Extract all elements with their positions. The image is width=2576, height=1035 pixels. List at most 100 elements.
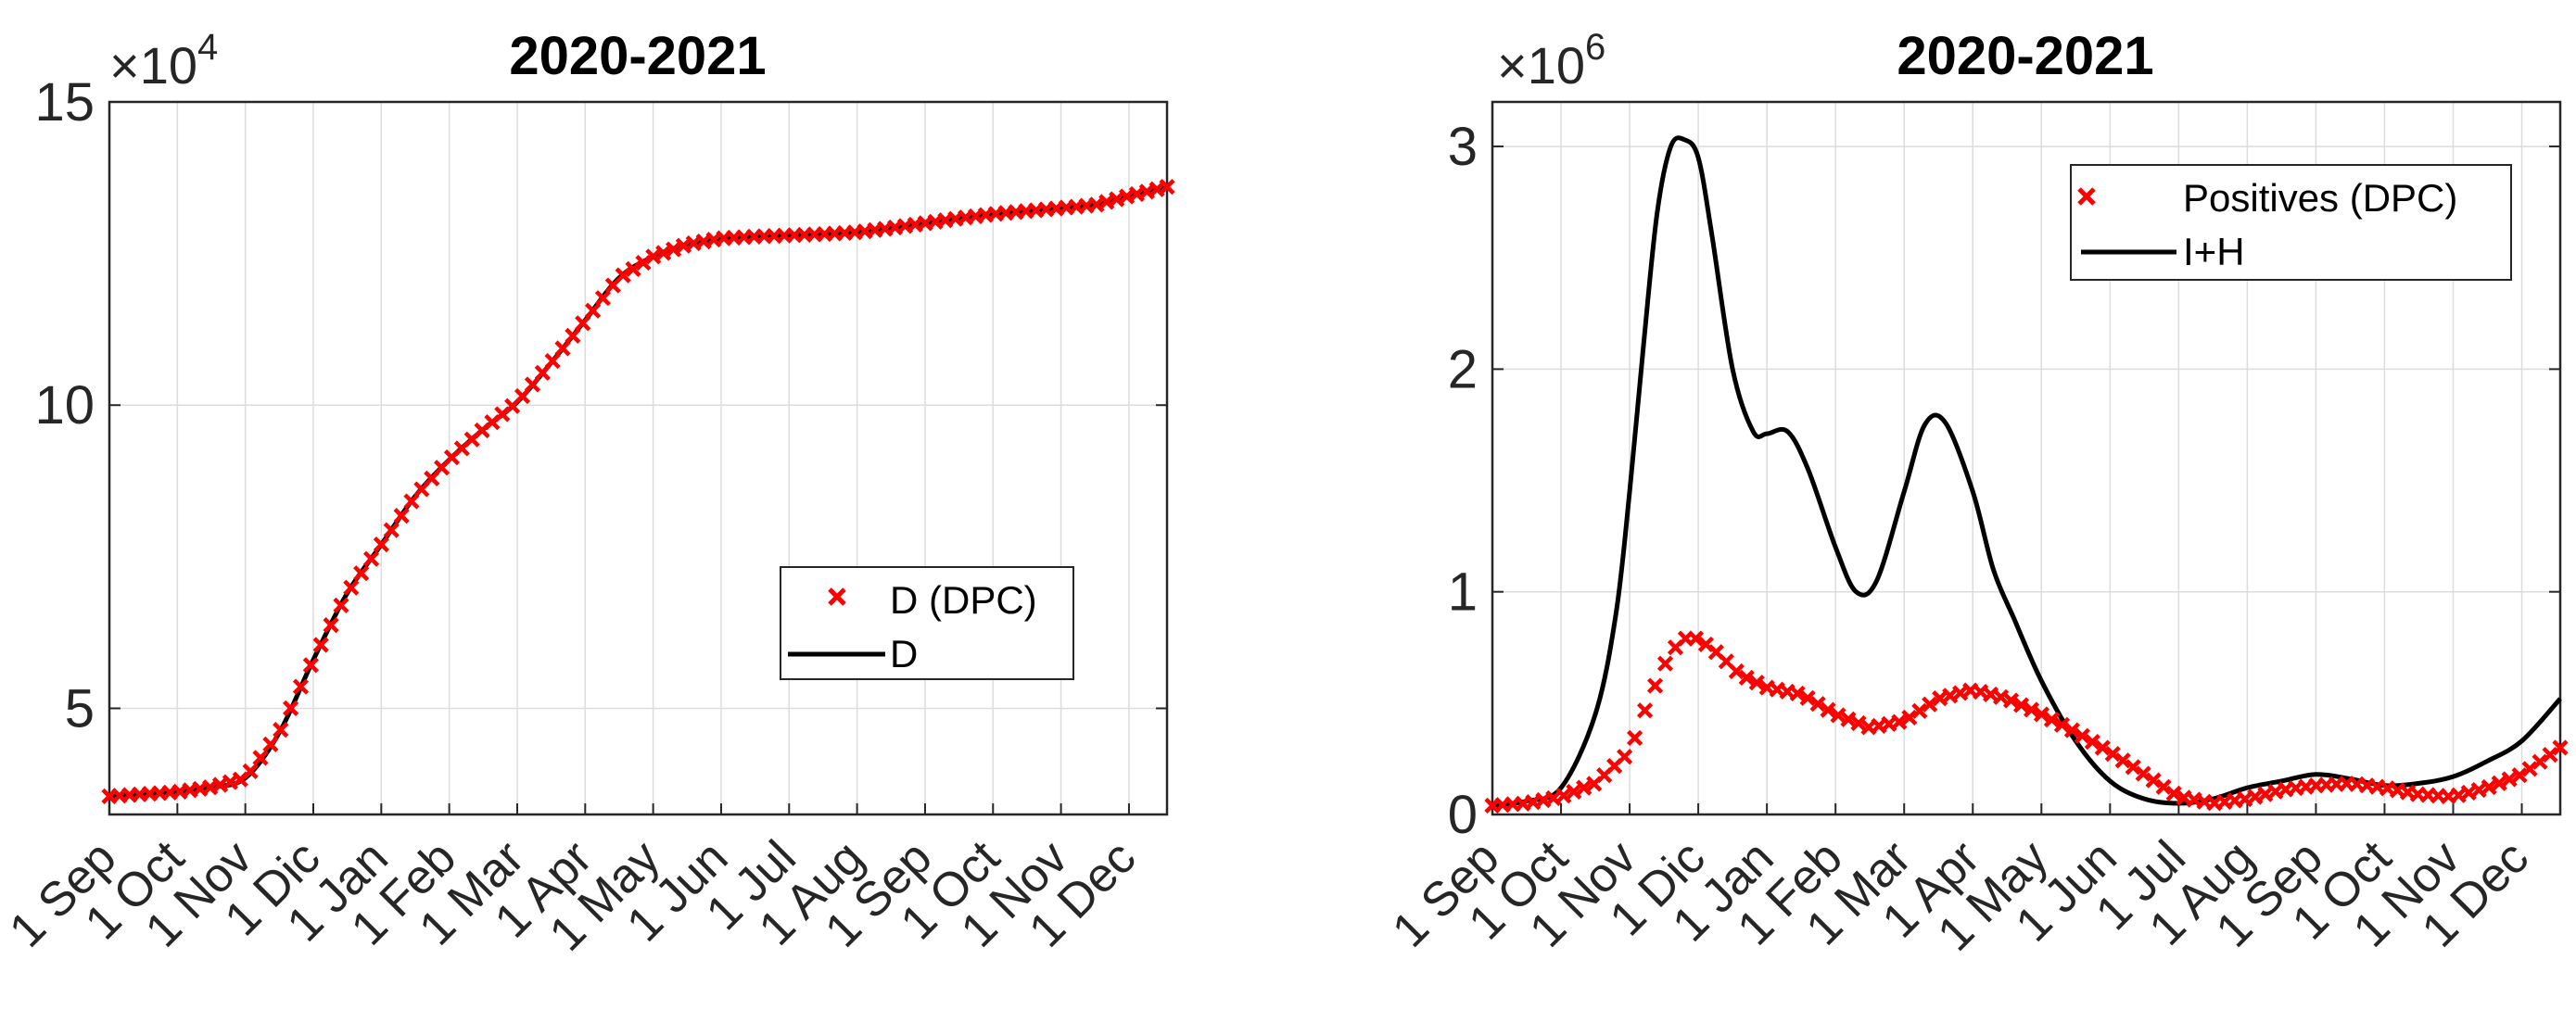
left-data-marker [242, 763, 259, 779]
right-data-marker [1830, 707, 1846, 724]
right-legend-label-0: Positives (DPC) [2183, 176, 2457, 220]
right-data-marker [1820, 701, 1836, 718]
left-axes-box [108, 100, 1169, 816]
right-data-marker [2084, 734, 2100, 751]
left-data-marker [575, 315, 591, 332]
right-data-marker [1646, 677, 1664, 694]
left-data-marker [393, 508, 410, 524]
left-data-marker [665, 241, 682, 258]
right-data-marker [2023, 701, 2040, 718]
right-data-marker [2033, 706, 2050, 723]
right-legend: Positives (DPC) I+H [2070, 164, 2512, 281]
left-data-marker [333, 597, 349, 613]
right-series-line-group [1491, 135, 2562, 808]
right-data-marker [2501, 771, 2518, 788]
right-data-marker [2135, 765, 2151, 782]
left-legend-line-entry: D [788, 632, 918, 675]
right-y-tick-labels: 0 1 2 3 [1448, 117, 1478, 845]
right-series-markers-group [1484, 630, 2569, 814]
left-grid [109, 102, 1167, 814]
left-data-marker [544, 352, 561, 370]
left-data-marker [353, 565, 370, 582]
right-data-marker [1555, 788, 1572, 804]
left-series-markers-group [101, 179, 1175, 804]
right-data-marker [1728, 663, 1745, 680]
right-data-marker [2165, 785, 2182, 801]
left-data-marker [635, 254, 652, 271]
left-legend: D (DPC) D [780, 566, 1074, 680]
left-data-marker [585, 302, 602, 319]
right-data-marker [2521, 761, 2538, 777]
right-legend-marker-entry: Positives (DPC) [2077, 176, 2457, 220]
right-y-tick-label: 1 [1448, 562, 1478, 623]
right-data-marker [1738, 669, 1755, 686]
left-data-marker [615, 267, 631, 284]
left-y-tick-label: 5 [65, 678, 95, 738]
right-data-marker [1617, 749, 1633, 765]
right-data-marker [2470, 781, 2487, 799]
left-data-marker [594, 290, 612, 307]
right-legend-box [2070, 164, 2512, 281]
right-data-marker [1840, 711, 1857, 727]
right-data-marker [1627, 729, 1643, 747]
right-data-marker [2145, 772, 2162, 789]
left-data-marker [1159, 179, 1175, 196]
right-data-marker [2094, 739, 2111, 756]
right-data-marker [1850, 714, 1867, 732]
left-data-marker [292, 678, 310, 695]
right-data-marker [2481, 778, 2497, 796]
left-legend-label-0: D (DPC) [890, 578, 1037, 622]
left-legend-cross-icon [828, 587, 846, 606]
left-data-marker [554, 340, 571, 357]
right-data-marker [2155, 778, 2172, 795]
left-data-marker [655, 245, 672, 261]
left-data-marker [302, 657, 319, 674]
right-axes-box [1491, 100, 2562, 816]
right-y-tick-label: 3 [1448, 117, 1478, 177]
left-data-marker [373, 536, 389, 553]
right-data-marker [2043, 712, 2061, 728]
right-data-marker [1748, 675, 1765, 691]
left-data-marker [534, 364, 551, 381]
left-data-marker [383, 522, 400, 538]
left-axis-ticks [108, 101, 1167, 814]
right-data-marker [1992, 688, 2010, 705]
left-y-tick-label: 15 [34, 72, 95, 133]
right-data-marker [2511, 767, 2528, 784]
left-data-marker [625, 260, 641, 277]
right-data-marker [2125, 759, 2141, 776]
right-data-marker [1576, 779, 1593, 796]
right-series-line [1491, 135, 2562, 808]
right-exponent-label: ×106 [1497, 27, 1605, 95]
right-chart-title: 2020-2021 [1897, 26, 2153, 86]
left-data-marker [645, 248, 662, 265]
left-legend-label-1: D [890, 632, 918, 675]
left-chart-title: 2020-2021 [509, 26, 766, 86]
left-data-marker [362, 550, 380, 567]
right-data-marker [1809, 696, 1826, 713]
left-legend-box [780, 566, 1074, 680]
left-y-tick-label: 10 [34, 375, 95, 435]
left-legend-marker-entry: D (DPC) [828, 578, 1037, 622]
right-data-marker [1891, 713, 1908, 730]
right-data-marker [1656, 655, 1674, 672]
right-legend-line-entry: I+H [2081, 230, 2245, 273]
left-data-marker [343, 579, 360, 596]
right-axis-ticks [1491, 145, 2560, 815]
right-data-marker [1636, 702, 1654, 719]
right-data-marker [2002, 692, 2020, 709]
right-legend-cross-icon [2077, 187, 2096, 206]
right-data-marker [1901, 709, 1918, 726]
left-data-marker [252, 750, 269, 766]
right-data-marker [2532, 753, 2548, 770]
right-data-marker [1687, 630, 1705, 647]
left-data-marker [283, 700, 299, 716]
right-data-marker [1911, 702, 1928, 719]
right-data-marker [1789, 685, 1806, 702]
left-y-tick-labels: 5 10 15 [34, 72, 95, 738]
right-data-marker [2012, 697, 2030, 713]
right-data-marker [2063, 722, 2080, 738]
left-data-marker [403, 493, 420, 510]
